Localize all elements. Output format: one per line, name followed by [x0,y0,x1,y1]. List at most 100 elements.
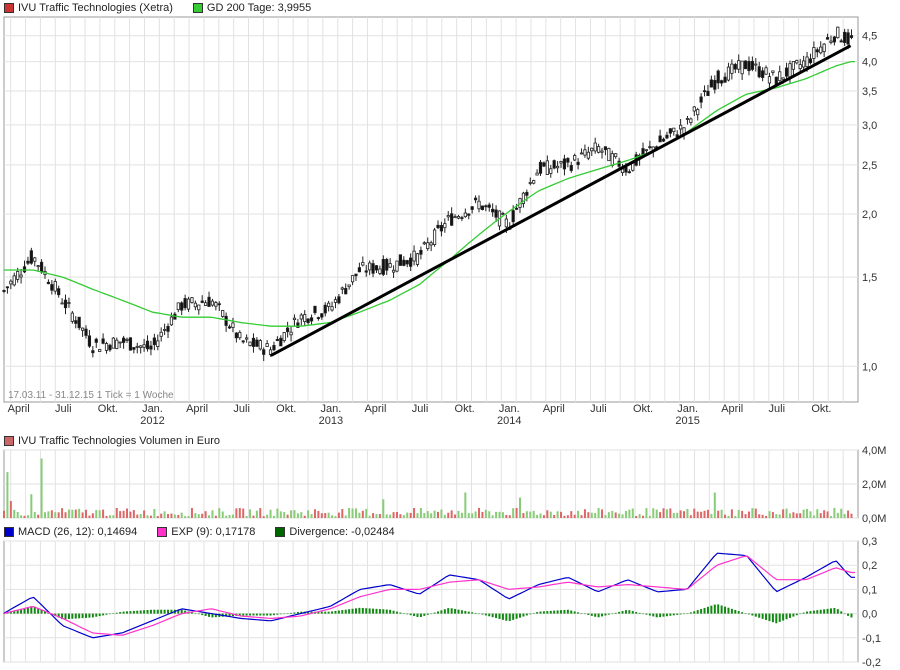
price-candle [463,208,467,218]
x-tick-label: Okt. [455,403,475,415]
candle-body [299,314,303,320]
divergence-bar [741,612,744,614]
price-candle [139,345,143,354]
price-candle [798,58,802,74]
price-candle [672,127,676,136]
divergence-bar [491,613,494,618]
volume-bar [228,514,231,518]
divergence-bar [652,613,655,617]
volume-bar [324,513,327,518]
divergence-bar [440,610,443,614]
price-candle [63,294,68,315]
divergence-bar [498,613,501,619]
divergence-bar [44,611,47,614]
volume-bar [597,507,600,518]
price-candle [258,338,262,351]
volume-bar [389,514,392,518]
divergence-bar [829,608,832,614]
divergence-bar [447,608,450,614]
vertical-grid [10,17,844,662]
candle-body [180,302,184,311]
candle-body [333,299,338,303]
candle-body [525,191,529,196]
price-candle [532,179,536,185]
candle-body [528,182,532,184]
volume-bar [833,507,836,518]
candle-body [743,60,748,70]
candle-body [555,165,560,169]
divergence-bar [149,609,152,614]
volume-bar [395,512,398,518]
candle-body [94,338,98,343]
candle-body [723,76,727,83]
candle-body [53,281,57,292]
divergence-bar [231,613,234,617]
volume-bar [293,510,296,518]
volume-bar [720,509,723,518]
candle-body [378,268,382,274]
candle-body [829,40,833,43]
volume-bar [775,514,778,518]
candle-body [357,267,361,273]
divergence-bar [850,613,853,618]
price-candle [391,265,396,278]
volume-bar [638,514,641,518]
candle-body [597,146,601,153]
volume-bar [361,510,364,518]
candle-body [788,63,792,78]
candle-body [50,284,54,291]
candle-body [784,67,789,77]
volume-bar [614,512,617,518]
candle-body [221,310,225,317]
divergence-bar [536,612,539,614]
price-candle [501,211,505,215]
price-candle [689,117,693,126]
divergence-bar [679,613,682,615]
price-candle [555,161,560,173]
divergence-bar [320,611,323,614]
divergence-bar [635,611,638,614]
candle-body [521,192,526,204]
divergence-swatch [275,527,286,537]
volume-bar [771,512,774,518]
candle-body [443,223,447,229]
volume-bar [484,509,487,518]
volume-bar [313,509,316,518]
candle-body [227,326,232,329]
divergence-bar [525,613,528,616]
divergence-bar [57,613,60,618]
divergence-bar [819,609,822,614]
volume-bar [95,510,98,518]
price-candle [597,143,601,154]
volume-bar [249,509,252,518]
price-candle [163,323,167,336]
x-tick-label: Juli [590,403,607,415]
divergence-bar [836,609,839,614]
divergence-bar [481,613,484,615]
price-candle [46,279,51,285]
divergence-bar [686,613,689,614]
price-candle [545,155,549,175]
candle-body [279,337,283,347]
divergence-bar [102,613,105,616]
divergence-bar [204,613,207,616]
candle-body [839,40,843,43]
candle-body [255,339,259,347]
candle-body [39,261,44,273]
candle-body [590,147,594,152]
candle-body [538,161,543,174]
divergence-bar [539,611,542,614]
volume-bar [214,515,217,518]
volume-bar [611,510,614,518]
price-candle [57,285,61,298]
volume-bar [413,507,416,518]
candle-body [450,213,454,226]
candle-body [624,167,628,173]
candle-body [5,286,10,289]
divergence-bar [146,610,149,614]
candle-body [67,302,71,304]
divergence-bar [806,611,809,614]
candle-body [111,337,115,349]
divergence-bar [211,613,214,618]
macd-y-tick-label: 0,1 [862,584,877,596]
